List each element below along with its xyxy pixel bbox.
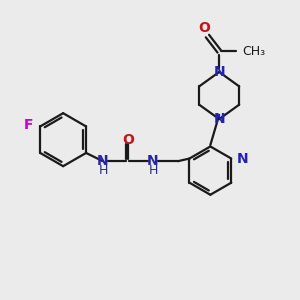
Text: N: N <box>237 152 248 166</box>
Text: F: F <box>24 118 34 132</box>
Text: CH₃: CH₃ <box>242 45 265 58</box>
Text: O: O <box>122 133 134 147</box>
Text: N: N <box>213 65 225 79</box>
Text: H: H <box>99 164 108 176</box>
Text: N: N <box>213 112 225 126</box>
Text: H: H <box>149 164 158 176</box>
Text: O: O <box>199 21 210 34</box>
Text: N: N <box>97 154 109 168</box>
Text: N: N <box>147 154 159 168</box>
